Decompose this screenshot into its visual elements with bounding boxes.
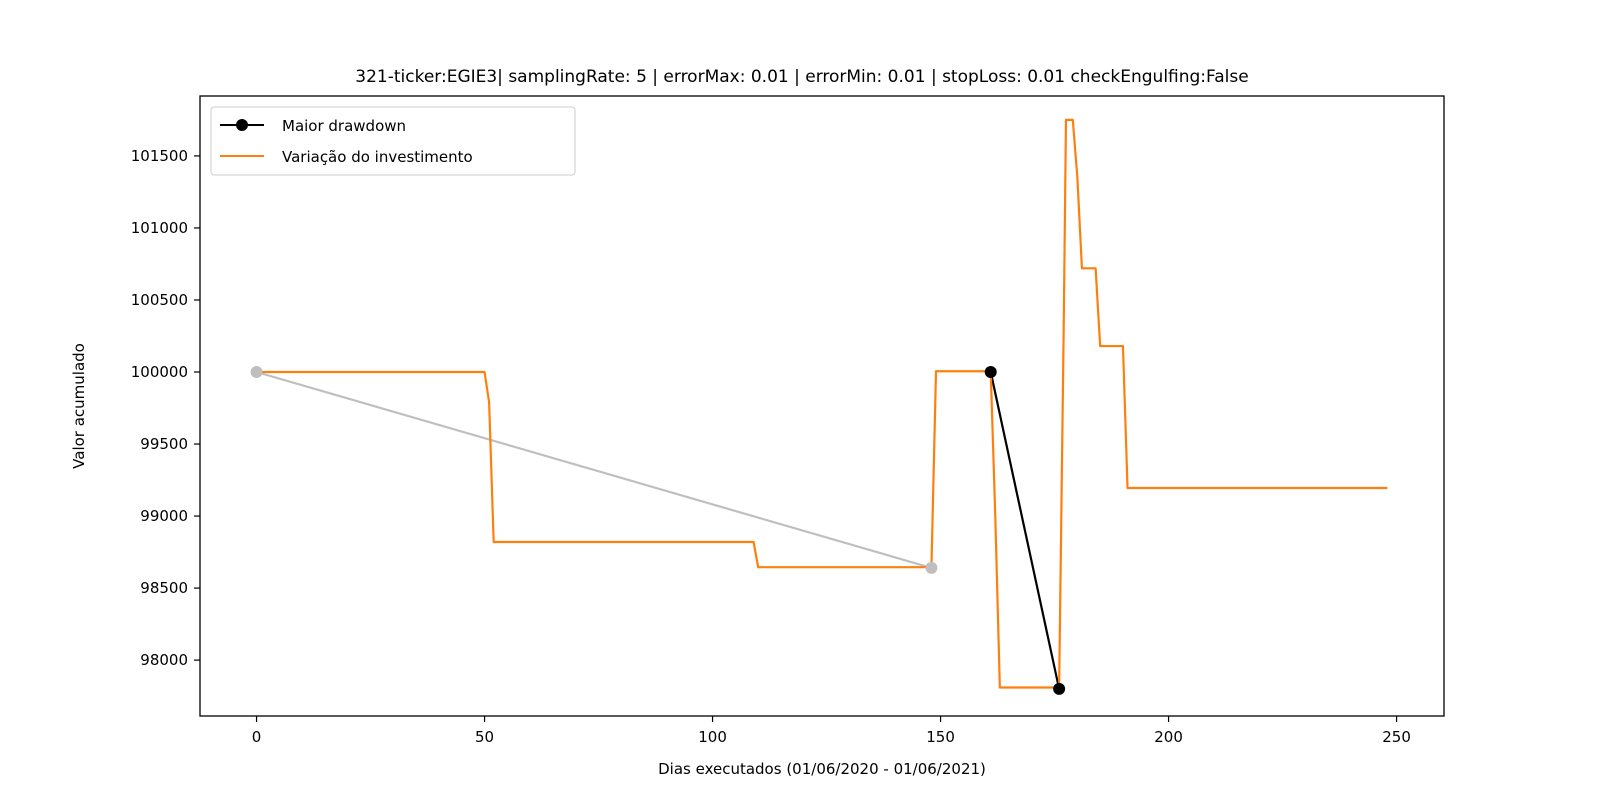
series-line-0 — [989, 371, 1061, 690]
series-0-point-1 — [1053, 682, 1066, 695]
y-tick-label: 100000 — [131, 363, 188, 381]
legend-label-variacao: Variação do investimento — [282, 148, 473, 166]
legend-box — [210, 106, 576, 176]
y-tick-label: 101000 — [131, 219, 188, 237]
x-tick-label: 150 — [926, 728, 955, 746]
series-0-point-0 — [984, 366, 997, 378]
legend-marker-maior-drawdown — [236, 119, 248, 131]
series-line-2 — [256, 118, 1388, 689]
series-line-1 — [256, 370, 932, 569]
plot-frame — [199, 95, 1445, 717]
legend: Maior drawdown Variação do investimento — [210, 106, 576, 176]
x-axis: 0 50 100 150 200 250 — [252, 716, 1411, 746]
plot-lines — [256, 118, 1388, 690]
x-tick-label: 200 — [1154, 728, 1183, 746]
x-tick-label: 250 — [1382, 728, 1411, 746]
y-tick-label: 99500 — [140, 435, 188, 453]
y-tick-label: 99000 — [140, 507, 188, 525]
y-tick-label: 98500 — [140, 579, 188, 597]
y-tick-label: 98000 — [140, 651, 188, 669]
series-1-point-1 — [925, 561, 938, 574]
y-tick-label: 101500 — [131, 147, 188, 165]
y-tick-label: 100500 — [131, 291, 188, 309]
y-axis: 98000 98500 99000 99500 100000 100500 101000 10… — [131, 147, 200, 669]
series-1-point-0 — [250, 366, 263, 378]
chart-title: 321-ticker:EGIE3| samplingRate: 5 | erro… — [355, 67, 1248, 87]
x-tick-label: 50 — [475, 728, 494, 746]
legend-label-maior-drawdown: Maior drawdown — [282, 117, 406, 135]
x-tick-label: 0 — [252, 728, 262, 746]
y-axis-label: Valor acumulado — [70, 343, 88, 469]
x-axis-label: Dias executados (01/06/2020 - 01/06/2021… — [658, 760, 986, 778]
x-tick-label: 100 — [698, 728, 727, 746]
plot-markers — [250, 366, 1066, 695]
